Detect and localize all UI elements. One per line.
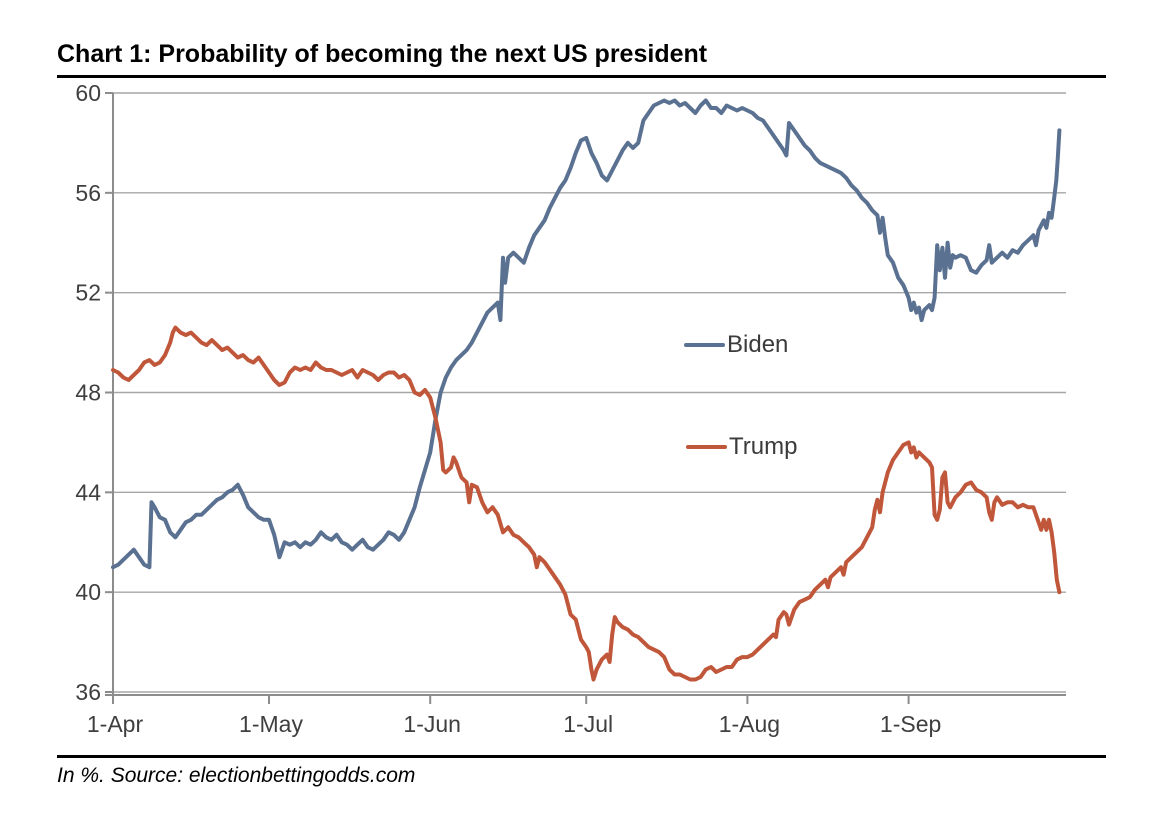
- legend-label-trump: Trump: [729, 433, 798, 460]
- x-tick-label-1-Jul: 1-Jul: [563, 711, 613, 737]
- biden-line-swatch-icon: [684, 343, 725, 347]
- y-tick-label-44: 44: [75, 479, 101, 505]
- footer-rule: [57, 755, 1106, 758]
- title-underline: [57, 75, 1106, 78]
- biden-series-line: [111, 98, 1062, 570]
- y-tick-label-60: 60: [75, 80, 101, 106]
- y-tick-label-56: 56: [75, 180, 101, 206]
- x-tick-label-1-Sep: 1-Sep: [880, 711, 941, 737]
- y-tick-label-52: 52: [75, 280, 101, 306]
- y-tick-label-36: 36: [75, 679, 101, 705]
- x-tick-label-1-May: 1-May: [239, 711, 303, 737]
- source-note: In %. Source: electionbettingodds.com: [57, 764, 416, 787]
- legend-label-biden: Biden: [727, 331, 789, 358]
- legend-item-trump: Trump: [686, 433, 797, 461]
- y-tick-label-40: 40: [75, 579, 101, 605]
- x-tick-label-1-Apr: 1-Apr: [87, 711, 144, 737]
- trump-line-swatch-icon: [686, 445, 727, 449]
- y-tick-label-48: 48: [75, 380, 101, 406]
- chart-title: Chart 1: Probability of becoming the nex…: [57, 40, 708, 68]
- legend-item-biden: Biden: [684, 331, 788, 359]
- x-tick-label-1-Aug: 1-Aug: [719, 711, 780, 737]
- trump-series-line: [111, 325, 1062, 682]
- x-tick-label-1-Jun: 1-Jun: [403, 711, 461, 737]
